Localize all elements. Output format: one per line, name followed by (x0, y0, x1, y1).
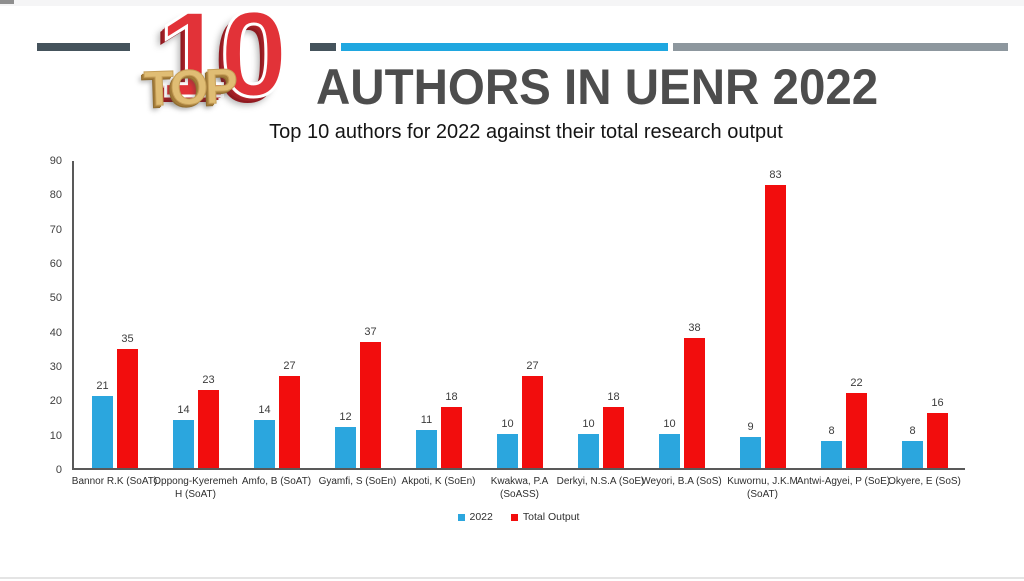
y-axis: 0 10 20 30 40 50 60 70 80 90 (24, 155, 62, 476)
x-category-label: Kwakwa, P.A (SoASS) (490, 476, 549, 500)
y-tick-label: 20 (49, 395, 62, 408)
deco-bar-gray (673, 43, 1008, 51)
value-label-2022: 9 (747, 421, 754, 434)
x-category-label: Akpoti, K (SoEn) (401, 476, 476, 487)
value-label-2022: 14 (177, 404, 190, 417)
value-label-2022: 10 (663, 417, 676, 430)
bar-2022 (739, 437, 761, 468)
top-strip (0, 0, 1024, 6)
bar-total-output (521, 375, 543, 468)
y-tick-label: 90 (49, 155, 62, 167)
value-label-2022: 8 (909, 424, 916, 437)
value-label-total-output: 16 (931, 397, 944, 410)
value-label-total-output: 18 (445, 390, 458, 403)
page-title: AUTHORS IN UENR 2022 (316, 59, 879, 115)
value-label-2022: 10 (501, 417, 514, 430)
y-tick-label: 10 (49, 429, 62, 442)
y-tick-label: 70 (49, 223, 62, 236)
bar-2022 (253, 420, 275, 468)
bottom-divider (0, 577, 1024, 579)
x-category-label: Antwi-Agyei, P (SoE) (796, 476, 891, 487)
value-label-total-output: 37 (364, 325, 377, 338)
bar-2022 (334, 427, 356, 468)
bar-2022 (415, 430, 437, 468)
plot-area: 21 35 Bannor R.K (SoAT) 14 23 Oppong-Kyeremeh… (72, 161, 965, 500)
legend: 2022 Total Output (72, 511, 965, 523)
bar-total-output (278, 375, 300, 468)
value-label-total-output: 38 (688, 322, 701, 335)
bar-2022 (172, 420, 194, 468)
bar-group: 10 18 Derkyi, N.S.A (SoE) (557, 161, 645, 487)
x-category-label: Gyamfi, S (SoEn) (318, 476, 397, 487)
legend-marker-total-output (510, 513, 518, 521)
bar-2022 (820, 440, 842, 468)
value-label-total-output: 35 (121, 332, 134, 345)
top-corner-mark (0, 0, 14, 4)
bar-total-output (440, 406, 462, 468)
legend-item-2022: 2022 (457, 511, 493, 523)
bar-2022 (658, 433, 680, 468)
top10-logo: 10 TOP (126, 0, 321, 124)
value-label-2022: 21 (96, 380, 109, 393)
bar-group: 10 38 Weyori, B.A (SoS) (641, 161, 722, 487)
bar-group: 14 27 Amfo, B (SoAT) (236, 161, 317, 487)
value-label-2022: 8 (828, 424, 835, 437)
value-label-total-output: 27 (526, 359, 539, 372)
value-label-total-output: 27 (283, 359, 296, 372)
legend-marker-2022 (457, 513, 465, 521)
bar-group: 8 22 Antwi-Agyei, P (SoE) (797, 161, 890, 487)
bar-2022 (901, 440, 923, 468)
bar-group: 14 23 Oppong-Kyeremeh H (SoAT) (153, 161, 238, 500)
value-label-2022: 11 (420, 414, 433, 427)
x-category-label: Derkyi, N.S.A (SoE) (556, 476, 645, 487)
y-tick-label: 50 (49, 292, 62, 305)
x-category-label: Amfo, B (SoAT) (241, 476, 312, 487)
bar-total-output (197, 389, 219, 468)
x-category-label: Okyere, E (SoS) (888, 476, 961, 487)
legend-item-total-output: Total Output (510, 511, 580, 523)
bar-group: 12 37 Gyamfi, S (SoEn) (317, 161, 398, 487)
logo-ten-text: 10 (157, 0, 290, 122)
bar-2022 (91, 396, 113, 468)
value-label-total-output: 22 (850, 376, 863, 389)
bar-group: 10 27 Kwakwa, P.A (SoASS) (479, 161, 560, 500)
bar-group: 8 16 Okyere, E (SoS) (884, 161, 965, 487)
bar-total-output (359, 341, 381, 468)
bar-2022 (577, 433, 599, 468)
y-tick-label: 60 (49, 258, 62, 271)
y-tick-label: 80 (49, 189, 62, 202)
legend-label-2022: 2022 (469, 511, 493, 523)
y-tick-label: 40 (49, 326, 62, 339)
value-label-total-output: 18 (607, 390, 620, 403)
value-label-2022: 12 (339, 411, 352, 424)
x-category-label: Kuwornu, J.K.M (SoAT) (727, 476, 798, 500)
deco-dash-mid (310, 43, 336, 51)
bar-group: 11 18 Akpoti, K (SoEn) (398, 161, 479, 487)
bar-group: 9 83 Kuwornu, J.K.M (SoAT) (722, 161, 803, 500)
value-label-2022: 14 (258, 404, 271, 417)
logo-top-text: TOP (143, 59, 237, 117)
y-tick-label: 30 (49, 361, 62, 374)
bar-total-output (764, 184, 786, 468)
bar-2022 (496, 433, 518, 468)
x-category-label: Weyori, B.A (SoS) (641, 476, 722, 487)
bar-total-output (602, 406, 624, 468)
chart-subtitle: Top 10 authors for 2022 against their to… (269, 121, 783, 143)
value-label-total-output: 83 (769, 168, 782, 181)
value-label-2022: 10 (582, 417, 595, 430)
legend-label-total-output: Total Output (522, 511, 580, 523)
deco-dash-left (37, 43, 130, 51)
y-tick-label: 0 (55, 464, 62, 476)
x-category-label: Oppong-Kyeremeh H (SoAT) (153, 476, 238, 500)
value-label-total-output: 23 (202, 373, 215, 386)
deco-bar-cyan (341, 43, 668, 51)
bar-total-output (845, 392, 867, 468)
bar-total-output (926, 413, 948, 468)
x-category-label: Bannor R.K (SoAT) (71, 476, 158, 487)
bar-group: 21 35 Bannor R.K (SoAT) (72, 161, 157, 487)
bar-total-output (116, 348, 138, 468)
bar-total-output (683, 338, 705, 468)
